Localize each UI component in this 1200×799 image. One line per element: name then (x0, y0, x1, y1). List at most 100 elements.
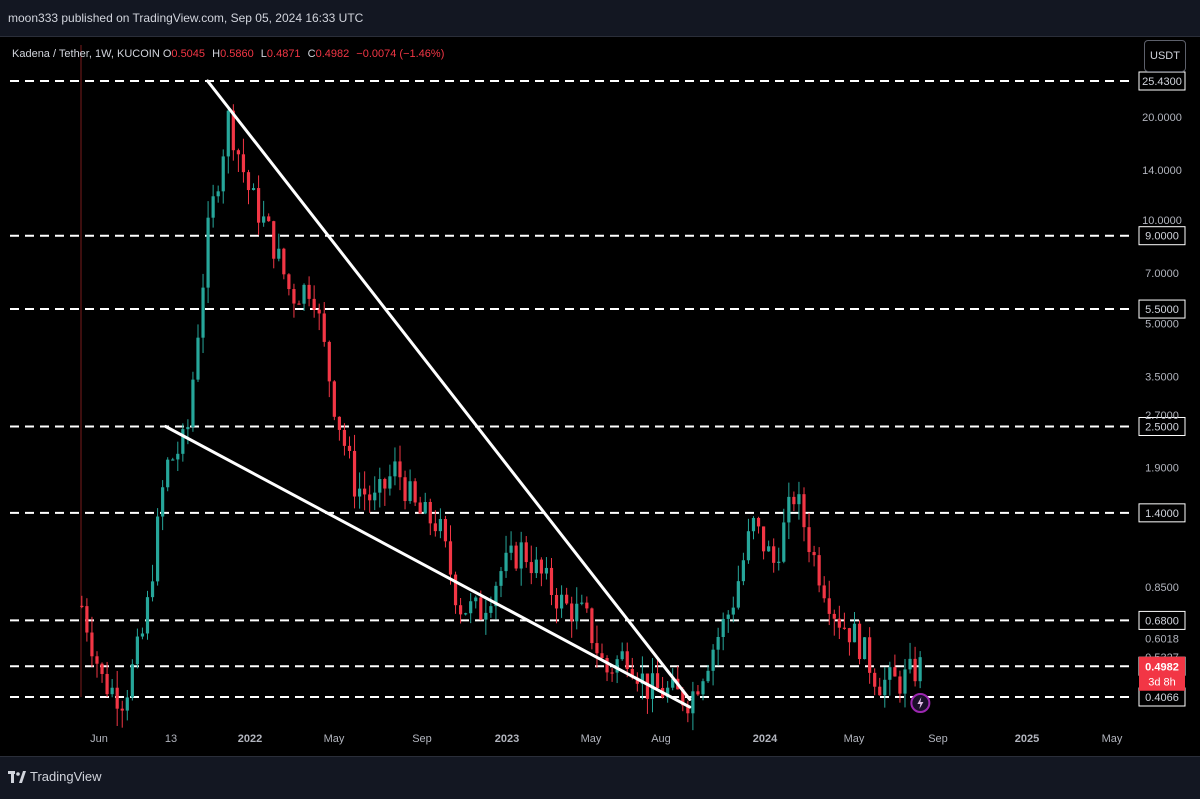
y-tick-label: 0.6018 (1145, 634, 1179, 646)
candle-body (696, 691, 700, 695)
candle-body (686, 705, 690, 714)
candle-body (181, 429, 185, 454)
candle-body (80, 605, 84, 608)
candle-body (595, 643, 599, 654)
candle-body (201, 287, 205, 338)
candle-body (751, 517, 756, 532)
candle-body (256, 188, 261, 223)
x-tick-label: 2023 (495, 733, 519, 745)
y-tick-label: 2.7000 (1145, 410, 1179, 422)
x-tick-label: May (1102, 733, 1123, 745)
candle-body (494, 585, 498, 607)
candle-body (206, 217, 210, 288)
trendline-upper (206, 79, 692, 701)
candle-body (852, 623, 857, 643)
candle-body (570, 603, 574, 622)
candle-body (393, 461, 397, 477)
candle-body (878, 686, 882, 696)
candle-body (332, 381, 336, 417)
candle-body (484, 612, 488, 620)
candle-body (509, 545, 513, 553)
candle-body (418, 502, 422, 514)
candle-body (782, 522, 786, 562)
candle-body (565, 594, 569, 604)
candle-body (433, 523, 437, 532)
x-tick-label: Jun (90, 733, 108, 745)
countdown-label: 3d 8h (1148, 677, 1176, 689)
candle-body (489, 606, 493, 613)
x-tick-label: May (844, 733, 865, 745)
open-label: O (162, 48, 172, 60)
candle-body (534, 559, 538, 574)
y-tick-label: 3.5000 (1145, 371, 1179, 383)
currency-button[interactable]: USDT (1144, 40, 1186, 72)
candle-body (251, 188, 256, 191)
candle-body (226, 110, 230, 157)
candle-body (327, 341, 331, 382)
candle-body (272, 221, 276, 259)
candle-body (726, 614, 730, 619)
lightning-bolt (917, 697, 924, 709)
candle-body (191, 379, 195, 428)
candle-body (322, 313, 326, 342)
candle-body (236, 150, 240, 155)
candle-body (625, 651, 629, 670)
candle-body (292, 289, 296, 304)
candle-body (448, 541, 453, 575)
candle-body (438, 519, 442, 532)
candle-body (186, 427, 190, 430)
candle-body (716, 637, 720, 650)
candle-body (898, 676, 902, 694)
candle-body (731, 607, 735, 615)
tradingview-logo-icon (8, 770, 26, 783)
level-price-box (1138, 610, 1186, 630)
x-tick-label: 2024 (753, 733, 778, 745)
tradingview-logo[interactable]: TradingView (8, 769, 102, 784)
candle-body (453, 574, 458, 606)
candle-body (120, 708, 124, 711)
level-price-box (1138, 299, 1186, 319)
candle-body (246, 172, 251, 191)
change-value: −0.0074 (−1.46%) (356, 48, 445, 60)
low-label: L (260, 48, 267, 60)
level-price-box (1138, 416, 1186, 436)
candle-body (287, 274, 291, 290)
candle-body (337, 416, 341, 430)
candle-body (888, 667, 892, 680)
candle-body (711, 649, 715, 671)
y-tick-label: 1.9000 (1145, 462, 1179, 474)
level-price-box (1138, 226, 1186, 246)
candle-body (605, 658, 609, 673)
candle-body (903, 669, 907, 694)
candle-body (403, 477, 407, 502)
level-price-label: 9.0000 (1145, 231, 1179, 243)
candle-body (529, 562, 533, 574)
candle-body (499, 571, 503, 586)
price-chart[interactable]: 25.4300 9.0000 5.5000 2.5000 1.4000 0.6800 0.5… (0, 37, 1200, 756)
candle-body (827, 598, 831, 614)
candle-body (221, 156, 225, 192)
y-tick-label: 20.0000 (1142, 112, 1182, 124)
candle-body (630, 669, 634, 678)
candle-body (428, 501, 432, 524)
candle-body (635, 677, 639, 684)
close-label: C (307, 48, 316, 60)
candle-body (135, 636, 139, 665)
candle-body (282, 248, 286, 275)
candle-body (802, 494, 806, 528)
level-price-box (1138, 71, 1186, 91)
candle-body (883, 679, 887, 696)
candle-body (423, 501, 427, 514)
candle-body (388, 476, 392, 489)
candle-body (640, 673, 644, 684)
candle-body (317, 309, 321, 314)
candle-body (479, 597, 483, 620)
x-tick-label: 2022 (238, 733, 262, 745)
chart-area[interactable]: 25.4300 9.0000 5.5000 2.5000 1.4000 0.6800 0.5… (0, 37, 1200, 756)
candle-body (544, 567, 549, 574)
high-label: H (212, 48, 221, 60)
candle-body (913, 658, 917, 682)
candle-body (307, 284, 311, 299)
brand-name: TradingView (30, 769, 102, 784)
candle-body (554, 595, 559, 609)
